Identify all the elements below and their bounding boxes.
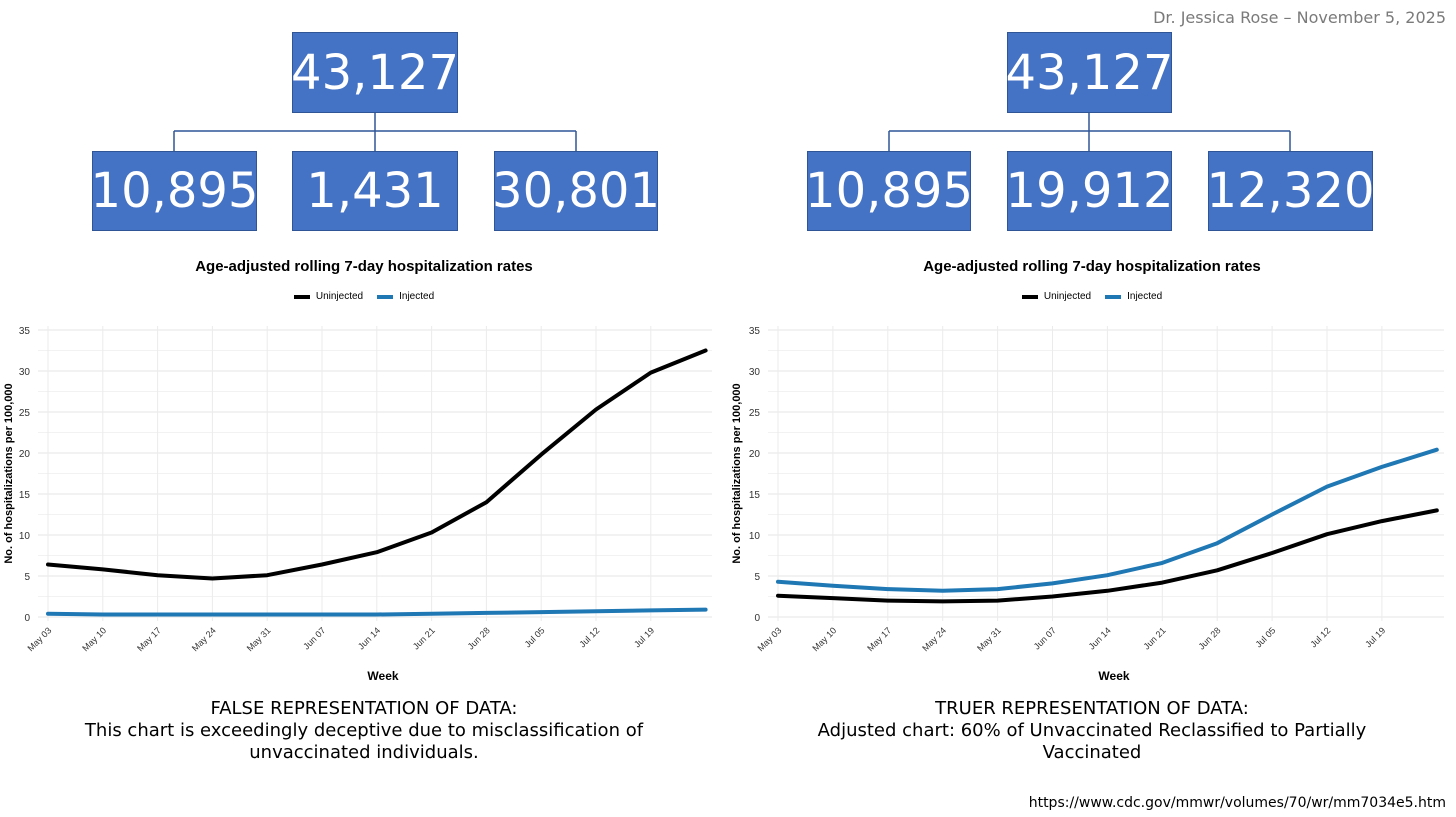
caption: FALSE REPRESENTATION OF DATA: This chart… — [0, 698, 728, 764]
x-tick-label: May 31 — [245, 625, 273, 653]
series-line-uninjected — [776, 508, 1439, 604]
child-box-1: 10,895 — [805, 151, 973, 231]
x-tick-label: Jun 14 — [356, 625, 382, 651]
caption-line-1: TRUER REPRESENTATION OF DATA: — [935, 698, 1249, 719]
x-tick-label: Jul 05 — [523, 625, 547, 649]
x-tick-label: Jun 28 — [466, 625, 492, 651]
author-credit: Dr. Jessica Rose – November 5, 2025 — [1153, 8, 1446, 27]
y-tick-label: 30 — [19, 367, 31, 378]
chart-title: Age-adjusted rolling 7-day hospitalizati… — [923, 258, 1261, 275]
x-axis-title: Week — [1098, 669, 1129, 683]
chart-legend: Uninjected Injected — [728, 291, 1456, 302]
x-tick-label: May 10 — [810, 625, 838, 653]
x-tick-label: Jun 14 — [1087, 625, 1113, 651]
child-box-1: 10,895 — [91, 151, 258, 231]
caption-line-2: Adjusted chart: 60% of Unvaccinated Recl… — [817, 720, 1367, 741]
x-tick-label: May 24 — [920, 625, 948, 653]
child-box-3: 12,320 — [1207, 151, 1374, 231]
legend-swatch-uninjected — [293, 294, 310, 299]
x-tick-label: Jun 07 — [1032, 625, 1058, 651]
x-axis-title: Week — [367, 669, 398, 683]
x-tick-label: Jul 19 — [1363, 625, 1387, 649]
x-tick-label: Jun 21 — [1142, 625, 1168, 651]
caption-line-3: Vaccinated — [1042, 742, 1142, 763]
child-box-3: 30,801 — [492, 151, 660, 231]
line-chart-truer: 0 5 10 15 20 25 30 35 May 03 May 10 May 17 May 24 Ma… — [731, 326, 1444, 683]
child-box-2: 1,431 — [292, 151, 458, 231]
y-tick-label: 25 — [749, 408, 761, 419]
x-tick-label: May 03 — [25, 625, 53, 653]
x-tick-label: May 03 — [755, 625, 783, 653]
legend-item-uninjected: Uninjected — [1021, 291, 1092, 302]
y-tick-label: 35 — [749, 326, 761, 337]
legend-swatch-injected — [377, 294, 394, 299]
chart-title: Age-adjusted rolling 7-day hospitalizati… — [195, 258, 533, 275]
caption-line-2: This chart is exceedingly deceptive due … — [84, 720, 644, 741]
x-tick-label: May 10 — [80, 625, 108, 653]
x-tick-label: May 31 — [975, 625, 1003, 653]
legend-label-injected: Injected — [399, 291, 435, 302]
caption-line-1: FALSE REPRESENTATION OF DATA: — [210, 698, 518, 719]
panel-false-representation: 43,127 10,895 1,431 30,801 Age-adjusted … — [0, 32, 728, 764]
y-tick-label: 5 — [24, 572, 30, 583]
y-tick-label: 10 — [749, 531, 761, 542]
y-axis-title: No. of hospitalizations per 100,000 — [731, 383, 743, 563]
child-box-2: 19,912 — [1006, 151, 1173, 231]
panel-truer-representation: 43,127 10,895 19,912 12,320 Age-adjusted… — [728, 0, 1456, 817]
series-line-injected — [776, 447, 1439, 593]
x-tick-label: May 17 — [865, 625, 893, 653]
y-axis-title: No. of hospitalizations per 100,000 — [3, 383, 15, 563]
legend-label-uninjected: Uninjected — [315, 291, 364, 302]
legend-item-injected: Injected — [377, 291, 434, 302]
y-tick-label: 5 — [754, 572, 760, 583]
caption-line-3: unvaccinated individuals. — [249, 742, 479, 763]
x-tick-label: May 24 — [190, 625, 218, 653]
y-tick-label: 15 — [749, 490, 761, 501]
series-line-injected — [46, 607, 708, 617]
x-tick-label: Jul 12 — [1308, 625, 1332, 649]
line-chart-false: 0 5 10 15 20 25 30 35 May 03 May 10 May 17 May 24 Ma… — [3, 326, 712, 683]
x-tick-label: Jun 07 — [301, 625, 327, 651]
x-tick-label: Jul 12 — [577, 625, 601, 649]
x-tick-label: Jul 19 — [632, 625, 656, 649]
y-tick-label: 20 — [749, 449, 761, 460]
source-link[interactable]: https://www.cdc.gov/mmwr/volumes/70/wr/m… — [1028, 795, 1446, 811]
legend-label-uninjected: Uninjected — [1043, 291, 1092, 302]
legend-swatch-injected — [1105, 294, 1122, 299]
y-tick-label: 0 — [754, 613, 760, 624]
y-tick-label: 25 — [19, 408, 31, 419]
x-tick-label: Jun 21 — [411, 625, 437, 651]
x-tick-label: Jun 28 — [1196, 625, 1222, 651]
total-box: 43,127 — [1006, 32, 1173, 113]
total-box: 43,127 — [291, 32, 459, 113]
y-tick-label: 35 — [19, 326, 31, 337]
x-tick-label: Jul 05 — [1253, 625, 1277, 649]
legend-label-injected: Injected — [1127, 291, 1163, 302]
y-tick-label: 30 — [749, 367, 761, 378]
y-tick-label: 20 — [19, 449, 31, 460]
caption: TRUER REPRESENTATION OF DATA: Adjusted c… — [728, 698, 1456, 764]
legend-item-uninjected: Uninjected — [293, 291, 364, 302]
legend-swatch-uninjected — [1021, 294, 1038, 299]
y-tick-label: 0 — [24, 613, 30, 624]
y-tick-label: 15 — [19, 490, 31, 501]
x-tick-label: May 17 — [135, 625, 163, 653]
legend-item-injected: Injected — [1105, 291, 1162, 302]
y-tick-label: 10 — [19, 531, 31, 542]
series-line-uninjected — [46, 348, 708, 581]
chart-legend: Uninjected Injected — [0, 291, 728, 302]
